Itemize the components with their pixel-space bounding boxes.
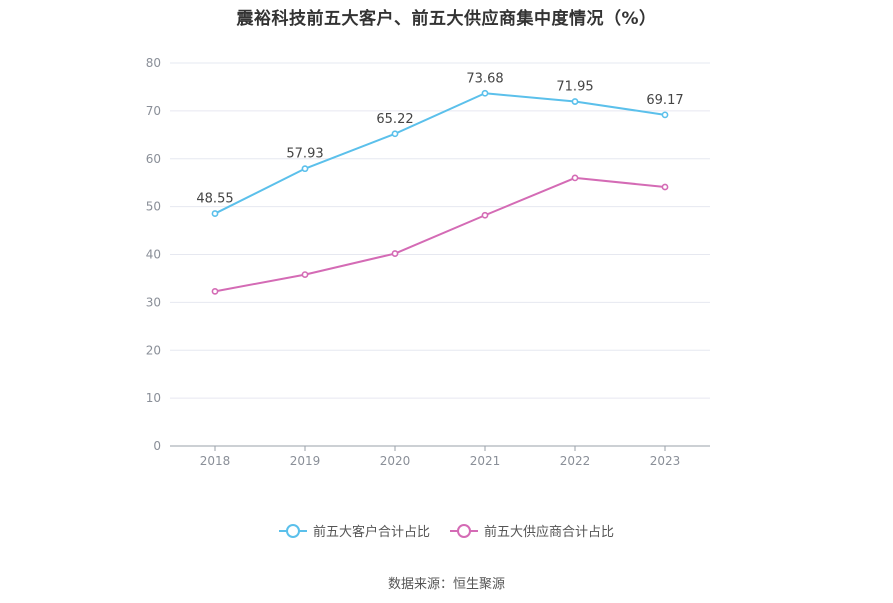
y-tick-label: 10 <box>146 391 161 405</box>
y-tick-label: 40 <box>146 248 161 262</box>
data-label-2020: 65.22 <box>376 112 413 127</box>
series-line-1 <box>214 176 666 293</box>
gridlines <box>170 62 710 399</box>
data-point-s1-2023[interactable] <box>661 183 669 191</box>
x-tick-label: 2022 <box>560 454 591 468</box>
data-point-s0-2018[interactable] <box>211 210 219 217</box>
data-source: 数据来源：恒生聚源 <box>387 577 505 592</box>
x-tick-label: 2019 <box>290 454 321 468</box>
legend-swatch-suppliers <box>450 523 478 538</box>
legend-label-suppliers: 前五大供应商合计占比 <box>484 525 615 540</box>
y-tick-label: 70 <box>146 104 161 118</box>
y-tick-label: 80 <box>146 56 161 70</box>
data-labels: 48.55 57.93 65.22 73.68 71.95 69.17 <box>196 71 683 206</box>
x-tick-label: 2021 <box>470 454 501 468</box>
data-point-s1-2022[interactable] <box>571 174 579 182</box>
data-label-2018: 48.55 <box>196 192 233 207</box>
x-tick-label: 2018 <box>200 454 231 468</box>
legend-item-suppliers[interactable]: 前五大供应商合计占比 <box>450 521 614 540</box>
series-line-0 <box>214 92 666 215</box>
data-label-2023: 69.17 <box>646 93 683 108</box>
data-point-s1-2020[interactable] <box>391 250 399 257</box>
legend: 前五大客户合计占比 前五大供应商合计占比 <box>0 521 893 540</box>
y-tick-label: 30 <box>146 295 161 309</box>
y-tick-label: 60 <box>146 152 161 166</box>
data-point-s0-2022[interactable] <box>571 98 579 105</box>
y-tick-label: 50 <box>146 200 161 214</box>
data-point-s0-2019[interactable] <box>301 165 309 173</box>
legend-label-customers: 前五大客户合计占比 <box>312 525 430 540</box>
axes: 0 10 20 30 40 50 60 70 80 2018 2019 2020 2021 2022 202… <box>146 56 710 468</box>
y-tick-label: 0 <box>153 439 161 453</box>
y-tick-label: 20 <box>146 343 161 357</box>
legend-item-customers[interactable]: 前五大客户合计占比 <box>278 521 430 540</box>
data-point-s1-2021[interactable] <box>481 211 489 219</box>
chart-title: 震裕科技前五大客户、前五大供应商集中度情况（%） <box>236 9 657 29</box>
data-point-s1-2019[interactable] <box>301 271 309 279</box>
x-tick-label: 2023 <box>650 454 681 468</box>
data-point-s0-2023[interactable] <box>661 111 669 119</box>
series-group <box>211 89 669 295</box>
legend-swatch-customers <box>278 523 307 538</box>
data-label-2022: 71.95 <box>556 80 593 95</box>
data-point-s0-2020[interactable] <box>391 130 399 138</box>
x-tick-label: 2020 <box>380 454 411 468</box>
data-label-2019: 57.93 <box>286 147 323 162</box>
data-point-s0-2021[interactable] <box>481 89 489 97</box>
data-point-s1-2018[interactable] <box>211 287 219 295</box>
data-label-2021: 73.68 <box>466 71 503 86</box>
